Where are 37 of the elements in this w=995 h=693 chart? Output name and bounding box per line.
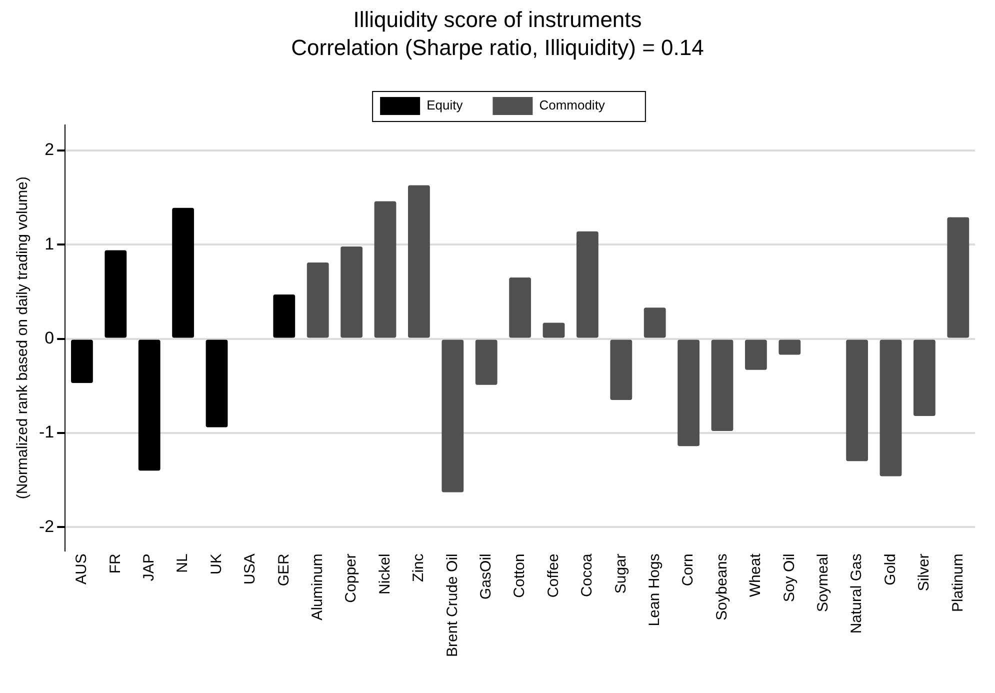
- x-tick-label: Soymeal: [814, 554, 832, 612]
- x-tick-label: Aluminum: [309, 554, 326, 620]
- x-tick-label: Wheat: [747, 552, 764, 597]
- x-tick-label: GasOil: [478, 554, 494, 600]
- y-tick-label: 2: [44, 140, 54, 160]
- y-axis-title: (Normalized rank based on daily trading volume): [14, 176, 32, 500]
- x-tick-label: Nickel: [376, 554, 394, 594]
- x-tick-label: Lean Hogs: [646, 554, 663, 626]
- x-tick-label: Coffee: [544, 554, 562, 598]
- x-tick-label: Natural Gas: [848, 554, 866, 634]
- x-tick-label: JAP: [140, 554, 158, 582]
- y-tick-label: 0: [44, 328, 54, 348]
- legend-label: Equity: [426, 98, 464, 113]
- x-tick-label: Silver: [916, 554, 933, 592]
- y-tick-label: -1: [38, 422, 54, 442]
- y-tick-label: -2: [38, 516, 54, 536]
- chart-title: Illiquidity score of instruments: [352, 6, 643, 34]
- x-tick-label: FR: [106, 553, 124, 574]
- x-tick-label: Cotton: [511, 554, 528, 598]
- x-tick-label: GER: [275, 553, 292, 586]
- x-tick-label: Soybeans: [713, 554, 730, 620]
- x-tick-label: Sugar: [612, 554, 630, 594]
- x-tick-label: Corn: [680, 554, 697, 586]
- x-tick-label: NL: [174, 554, 192, 573]
- chart-subtitle: Correlation (Sharpe ratio, Illiquidity) = 0.14: [290, 34, 705, 62]
- x-tick-label: AUS: [73, 554, 90, 584]
- legend-label: Commodity: [539, 98, 606, 113]
- x-tick-label: Soy Oil: [780, 554, 798, 602]
- y-tick-label: 1: [44, 234, 54, 254]
- x-tick-label: USA: [242, 554, 259, 584]
- x-tick-label: Platinum: [949, 554, 966, 612]
- x-tick-label: Copper: [342, 554, 360, 603]
- x-tick-label: Cocoa: [578, 552, 596, 597]
- x-tick-label: Brent Crude Oil: [444, 554, 461, 657]
- x-tick-label: UK: [208, 554, 225, 574]
- x-tick-label: Zinc: [410, 553, 428, 582]
- x-tick-label: Gold: [882, 554, 899, 586]
